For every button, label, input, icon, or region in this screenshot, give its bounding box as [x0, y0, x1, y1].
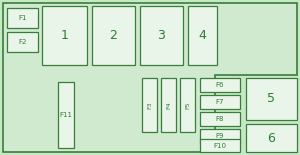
Bar [200, 95, 240, 109]
Bar [142, 78, 157, 132]
Bar [188, 6, 217, 65]
Bar [200, 139, 240, 152]
Bar [140, 6, 183, 65]
Polygon shape [3, 3, 297, 152]
Bar [7, 32, 38, 52]
Text: 3: 3 [158, 29, 165, 42]
Text: F9: F9 [216, 133, 224, 139]
Text: F3: F3 [147, 101, 152, 109]
Bar [246, 78, 297, 120]
Bar [200, 78, 240, 92]
Text: 2: 2 [110, 29, 117, 42]
Text: F7: F7 [216, 99, 224, 105]
Text: F5: F5 [185, 101, 190, 109]
Text: F1: F1 [18, 15, 27, 21]
Bar [246, 124, 297, 152]
Bar [200, 112, 240, 126]
Text: 1: 1 [61, 29, 68, 42]
Text: 6: 6 [268, 131, 275, 144]
Bar [180, 78, 195, 132]
Text: F11: F11 [59, 112, 73, 118]
Bar [161, 78, 176, 132]
Text: F8: F8 [216, 116, 224, 122]
Bar [7, 8, 38, 28]
Bar [200, 129, 240, 143]
Text: 5: 5 [268, 93, 275, 106]
Bar [58, 82, 74, 148]
Text: F6: F6 [216, 82, 224, 88]
Text: F4: F4 [166, 101, 171, 109]
Text: F2: F2 [18, 39, 27, 45]
Bar [42, 6, 87, 65]
Bar [92, 6, 135, 65]
Text: 4: 4 [199, 29, 206, 42]
Text: F10: F10 [214, 142, 226, 148]
